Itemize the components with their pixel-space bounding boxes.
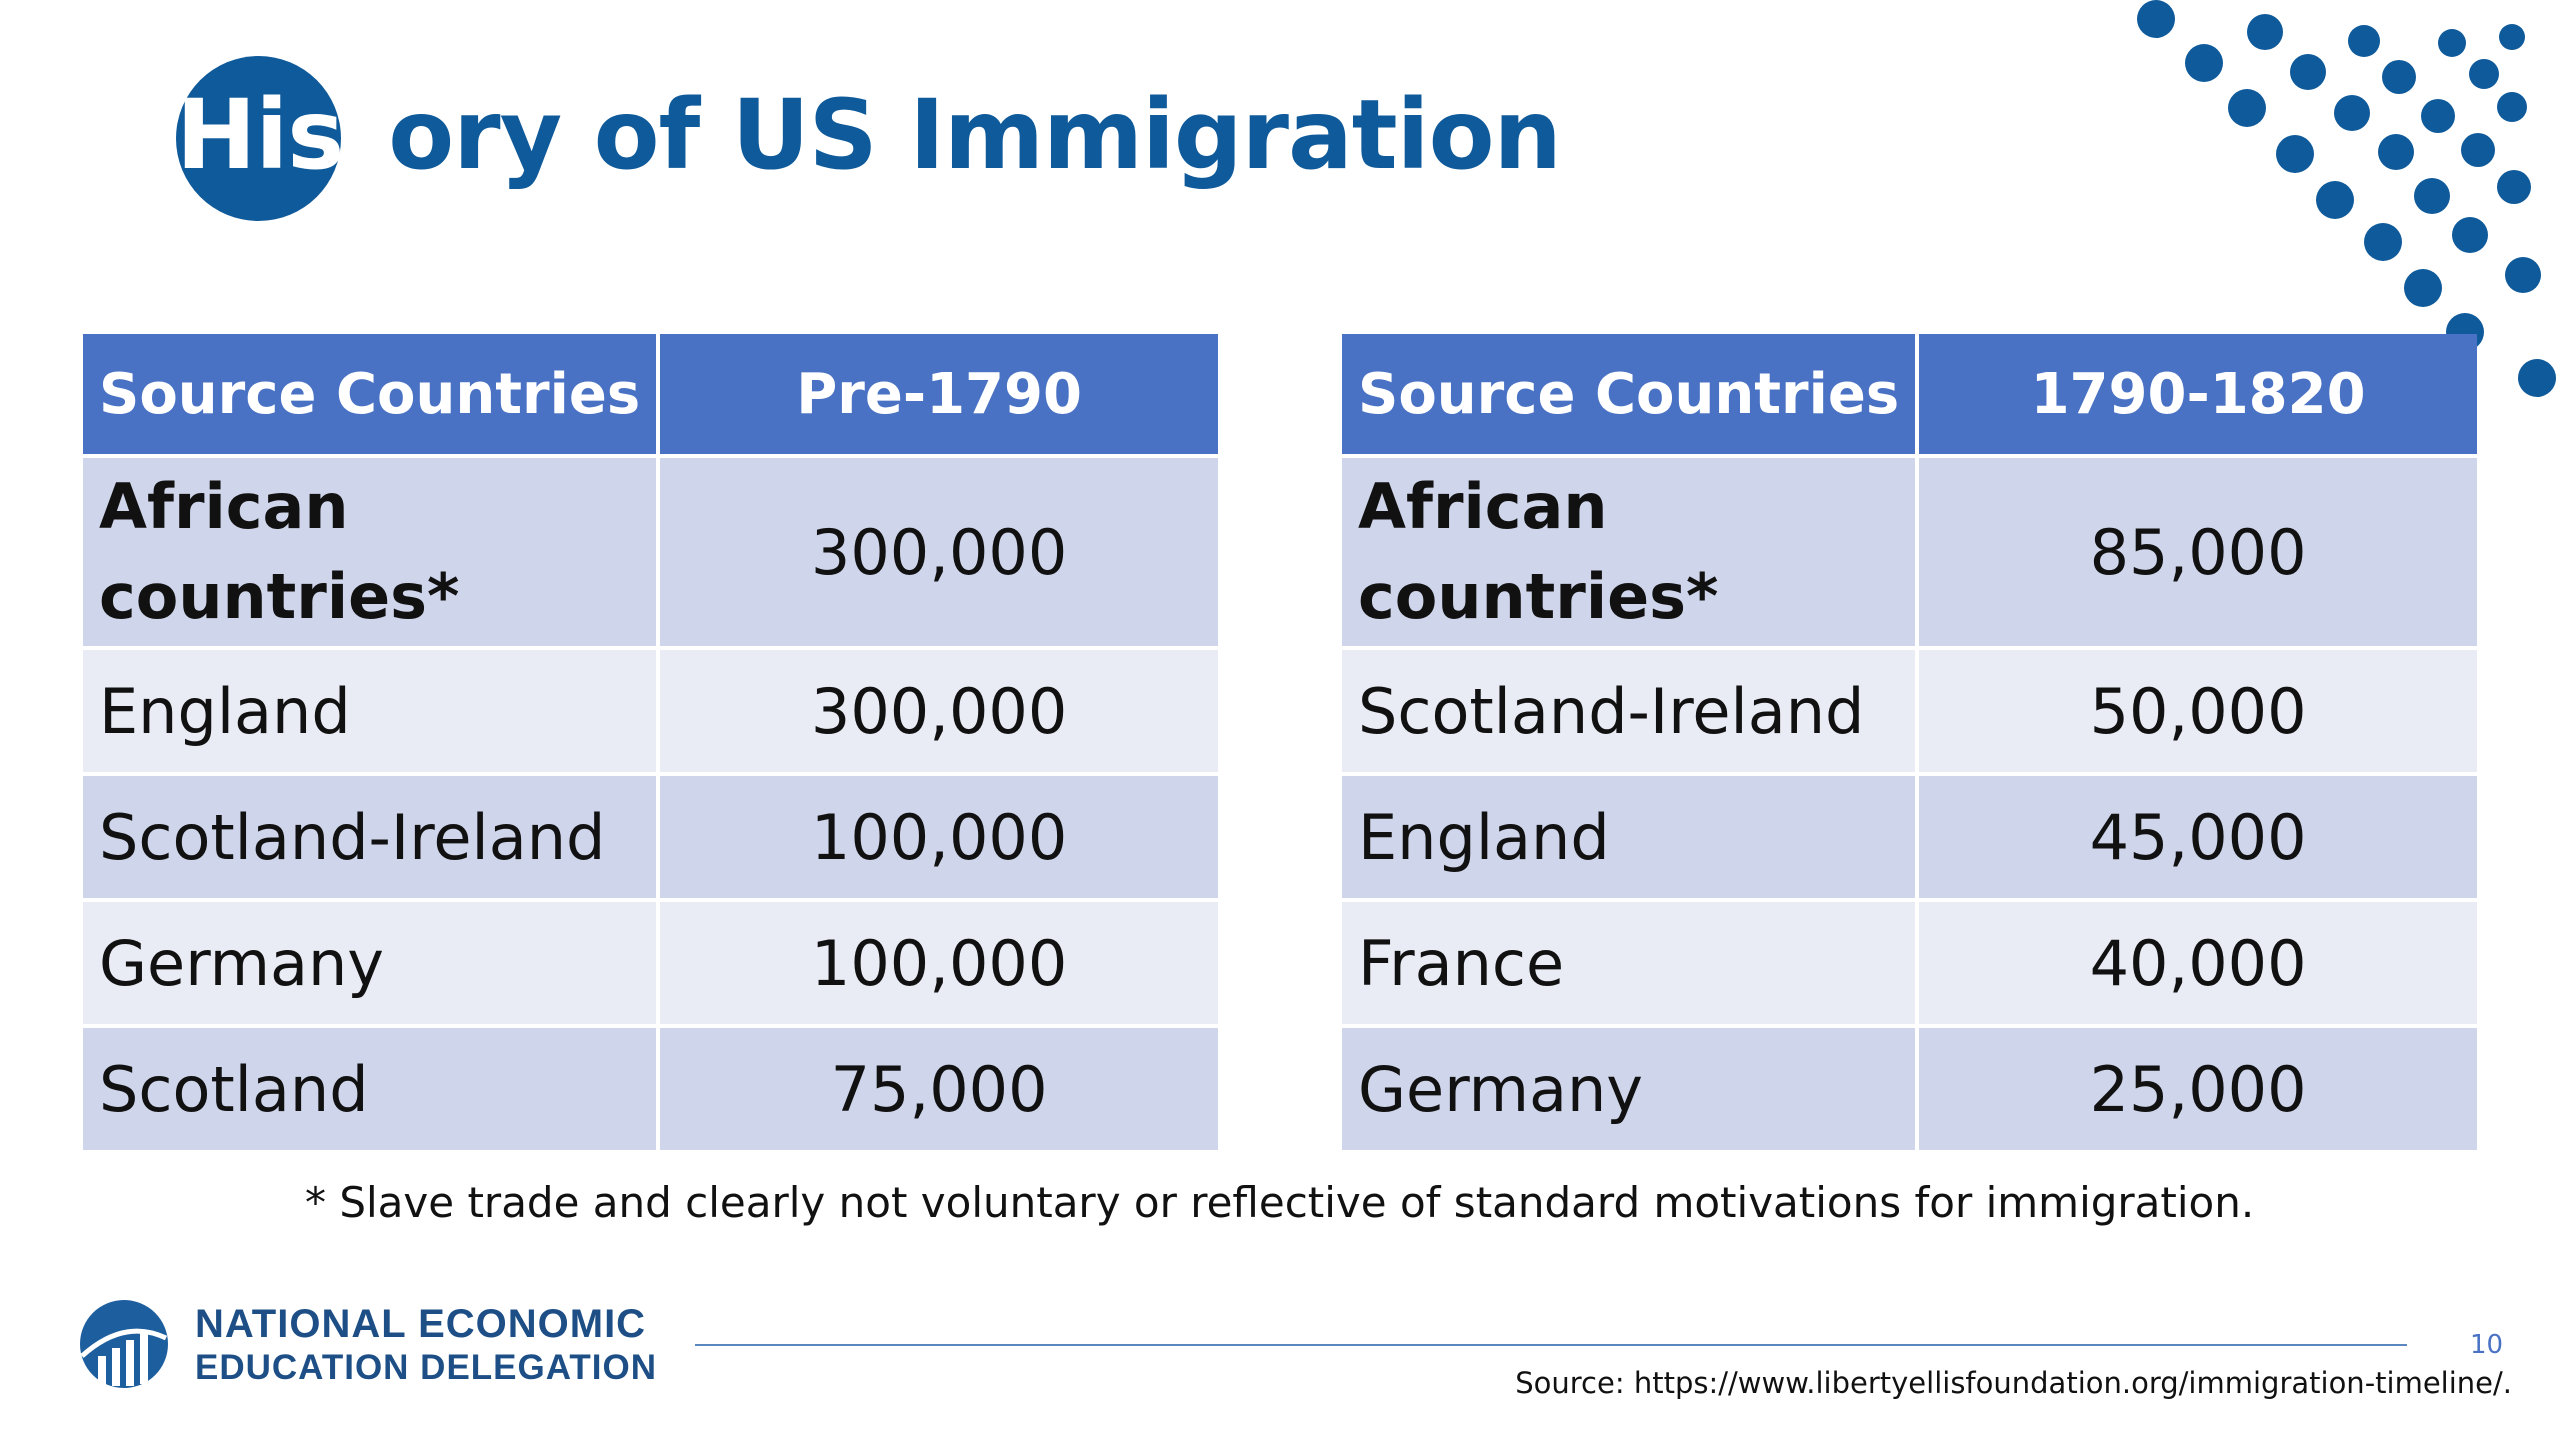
value-cell: 300,000: [660, 458, 1218, 646]
country-cell: England: [83, 650, 657, 772]
org-name-line2: EDUCATION DELEGATION: [195, 1348, 658, 1387]
table-row: England 300,000: [83, 650, 1218, 772]
organization-name: NATIONAL ECONOMIC EDUCATION DELEGATION: [195, 1302, 657, 1390]
table-row: England 45,000: [1342, 776, 2477, 898]
column-header-country: Source Countries: [83, 334, 657, 454]
table-row: African countries* 300,000: [83, 458, 1218, 646]
title-circle-decoration: [176, 56, 341, 221]
page-number: 10: [2470, 1330, 2504, 1360]
table-row: Germany 25,000: [1342, 1028, 2477, 1150]
source-citation: Source: https://www.libertyellisfoundati…: [1515, 1366, 2512, 1400]
value-cell: 100,000: [660, 902, 1218, 1024]
value-cell: 75,000: [660, 1028, 1218, 1150]
table-header-row: Source Countries Pre-1790: [83, 334, 1218, 454]
table-row: Scotland-Ireland 50,000: [1342, 650, 2477, 772]
country-cell: Germany: [1342, 1028, 1916, 1150]
table-row: France 40,000: [1342, 902, 2477, 1024]
country-cell: Scotland-Ireland: [1342, 650, 1916, 772]
value-cell: 100,000: [660, 776, 1218, 898]
title-part-rest: ory of US Immigration: [388, 79, 1562, 191]
page-title: History of US Immigration: [176, 70, 1562, 200]
table-row: Germany 100,000: [83, 902, 1218, 1024]
table-row: Scotland 75,000: [83, 1028, 1218, 1150]
footnote: * Slave trade and clearly not voluntary …: [305, 1178, 2255, 1227]
value-cell: 40,000: [1919, 902, 2477, 1024]
dot-pattern-icon: [2137, 0, 2556, 397]
country-cell: Scotland-Ireland: [83, 776, 657, 898]
footer-divider: [695, 1344, 2407, 1346]
value-cell: 25,000: [1919, 1028, 2477, 1150]
column-header-period: Pre-1790: [660, 334, 1218, 454]
table-row: Scotland-Ireland 100,000: [83, 776, 1218, 898]
country-cell: African countries*: [1342, 458, 1916, 646]
immigration-table-1790-1820: Source Countries 1790-1820 African count…: [1338, 330, 2481, 1154]
title-part-on-circle: Hist: [176, 79, 389, 191]
value-cell: 85,000: [1919, 458, 2477, 646]
table-header-row: Source Countries 1790-1820: [1342, 334, 2477, 454]
org-name-line1: NATIONAL ECONOMIC: [195, 1302, 647, 1346]
value-cell: 50,000: [1919, 650, 2477, 772]
table-row: African countries* 85,000: [1342, 458, 2477, 646]
value-cell: 45,000: [1919, 776, 2477, 898]
country-cell: England: [1342, 776, 1916, 898]
column-header-period: 1790-1820: [1919, 334, 2477, 454]
country-cell: Germany: [83, 902, 657, 1024]
value-cell: 300,000: [660, 650, 1218, 772]
country-cell: Scotland: [83, 1028, 657, 1150]
bar-chart-globe-icon: [80, 1300, 168, 1388]
country-cell: African countries*: [83, 458, 657, 646]
immigration-table-pre-1790: Source Countries Pre-1790 African countr…: [79, 330, 1222, 1154]
country-cell: France: [1342, 902, 1916, 1024]
column-header-country: Source Countries: [1342, 334, 1916, 454]
